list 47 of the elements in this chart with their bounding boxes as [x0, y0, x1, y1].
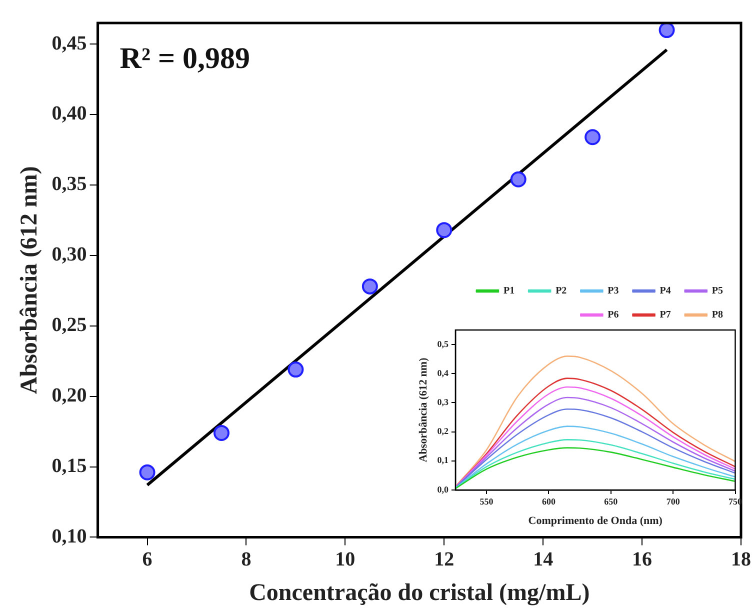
y-tick-label: 0,25	[52, 314, 87, 336]
x-axis-title: Comprimento de Onda (nm)	[528, 515, 663, 528]
x-tick-label: 6	[142, 548, 152, 570]
y-tick-label: 0,2	[437, 426, 449, 436]
legend-label: P1	[503, 286, 515, 297]
legend-label: P6	[608, 310, 619, 321]
legend-label: P2	[556, 286, 567, 297]
x-tick-label: 14	[533, 548, 554, 570]
x-tick-label: 550	[480, 496, 494, 507]
x-tick-label: 700	[666, 496, 680, 507]
y-tick-label: 0,4	[437, 368, 449, 378]
y-tick-label: 0,30	[52, 244, 87, 266]
legend-label: P5	[712, 286, 723, 297]
y-tick-label: 0,15	[52, 454, 87, 477]
legend-label: P3	[608, 286, 619, 297]
y-tick-label: 0,5	[437, 338, 449, 349]
x-tick-label: 12	[434, 548, 454, 570]
x-tick-label: 600	[542, 496, 556, 507]
point	[436, 222, 452, 238]
x-tick-label: 10	[335, 548, 356, 570]
annotation: R² = 0,989	[120, 42, 250, 75]
y-tick-label: 0,20	[52, 384, 87, 406]
point	[658, 23, 675, 38]
line-series	[455, 356, 736, 488]
legend-label: P4	[660, 286, 671, 297]
point	[213, 424, 230, 441]
x-axis-title: Concentração do cristal (mg/mL)	[249, 580, 590, 606]
y-tick-label: 0,1	[437, 455, 449, 466]
legend-label: P7	[660, 310, 671, 321]
legend-label: P8	[712, 310, 723, 321]
point	[139, 464, 156, 480]
y-tick-label: 0,45	[52, 32, 87, 54]
x-tick-label: 650	[604, 496, 618, 507]
x-tick-label: 18	[731, 548, 751, 570]
y-axis-title: Absorbância (612 nm)	[417, 357, 430, 462]
x-tick-label: 16	[632, 548, 652, 570]
y-axis-title: Absorbância (612 nm)	[16, 166, 43, 394]
point	[510, 171, 526, 188]
y-tick-label: 0,0	[437, 484, 449, 494]
point	[362, 278, 378, 294]
y-tick-label: 0,35	[52, 173, 87, 196]
y-tick-label: 0,3	[437, 397, 449, 408]
y-tick-label: 0,10	[52, 525, 87, 548]
point	[584, 129, 601, 146]
x-tick-label: 8	[241, 548, 252, 570]
point	[288, 362, 304, 378]
y-tick-label: 0,40	[52, 102, 87, 125]
